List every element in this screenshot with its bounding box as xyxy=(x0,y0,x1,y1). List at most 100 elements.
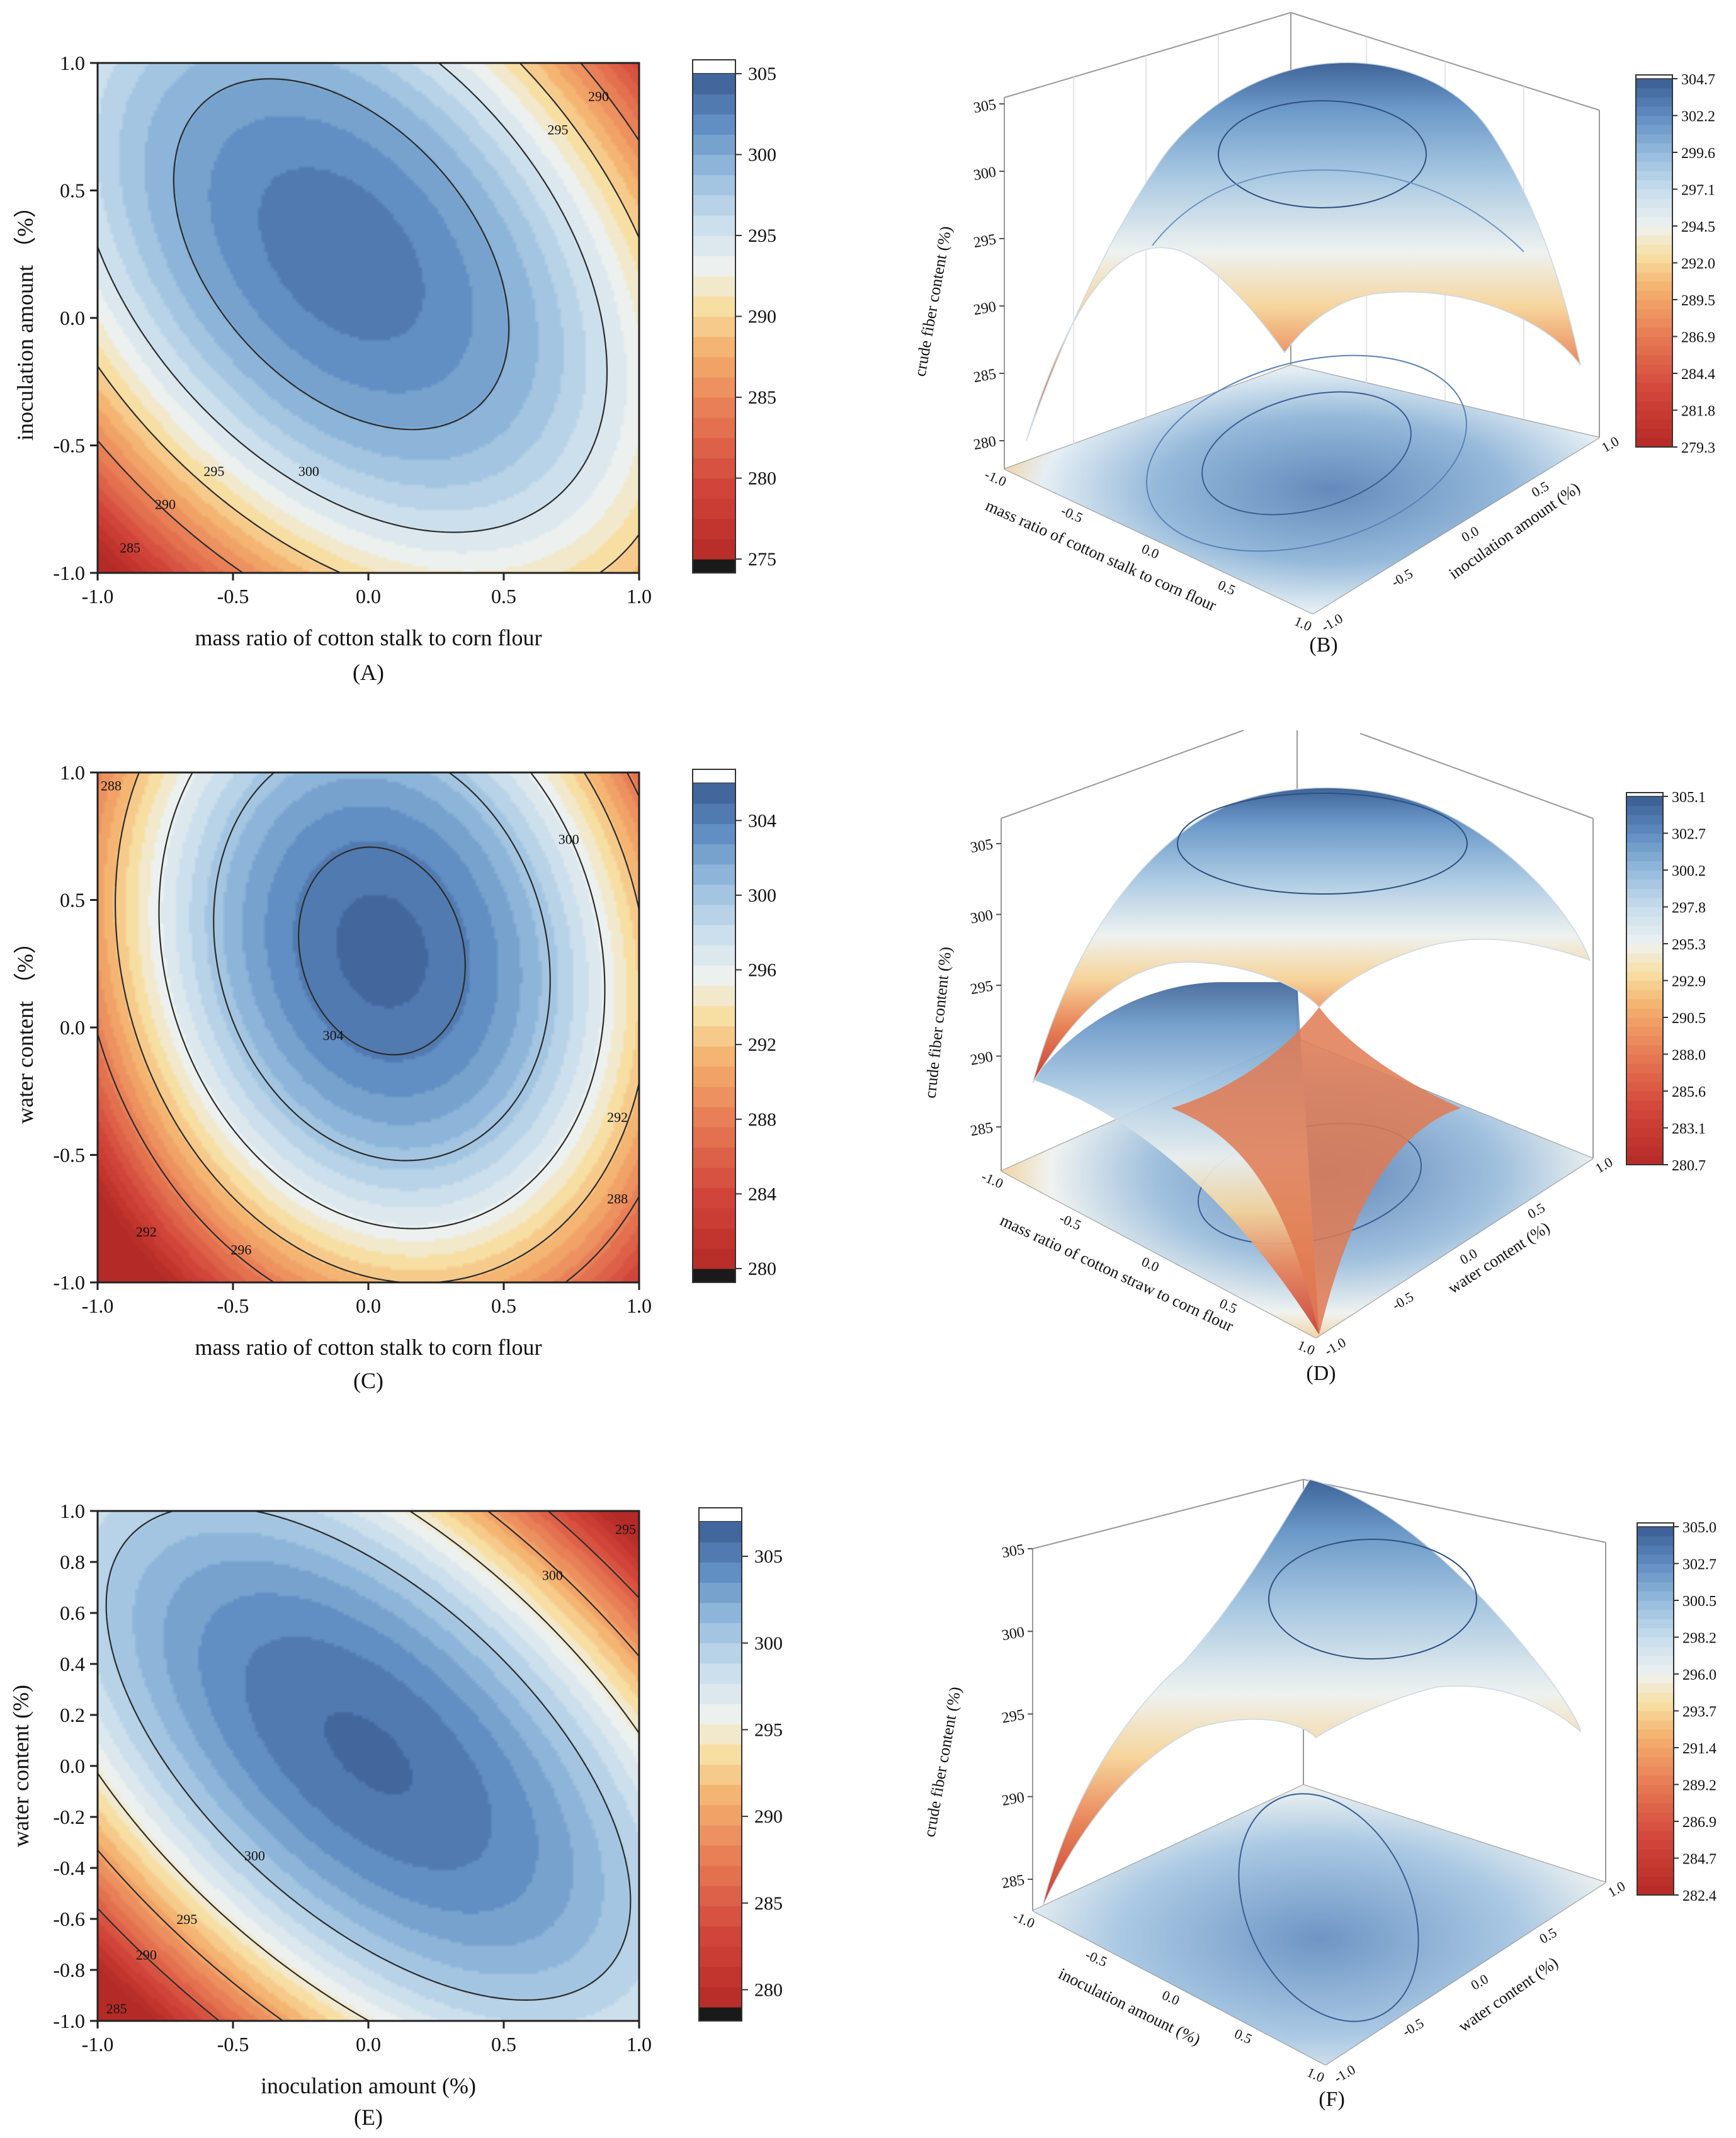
colorbar-band xyxy=(1626,1063,1663,1073)
colorbar-band xyxy=(693,256,735,276)
colorbar-tick-label: 299.6 xyxy=(1681,145,1715,162)
contour-label: 296 xyxy=(230,1242,251,1257)
colorbar-band xyxy=(1636,281,1672,291)
colorbar-band xyxy=(693,965,735,986)
colorbar-tick-label: 300 xyxy=(748,885,776,906)
y-tick-label: 0.0 xyxy=(60,1016,85,1039)
colorbar-band xyxy=(693,458,735,479)
y-tick-label: -0.5 xyxy=(1390,1289,1417,1313)
colorbar-tick-label: 286.9 xyxy=(1682,1814,1716,1831)
z-tick-label: 295 xyxy=(1001,1707,1026,1727)
colorbar-e: 280 285 290 295 300 305 xyxy=(698,1507,783,2022)
contour-label: 300 xyxy=(244,1848,265,1864)
colorbar-band xyxy=(693,1026,735,1047)
colorbar-tick-label: 302.7 xyxy=(1682,1557,1716,1573)
colorbar-band xyxy=(693,478,735,499)
colorbar-band xyxy=(1636,346,1672,356)
colorbar-band xyxy=(693,74,735,94)
colorbar-band xyxy=(1636,79,1672,89)
colorbar-band xyxy=(693,114,735,135)
x-tick-label: 1.0 xyxy=(1295,1337,1317,1359)
colorbar-tick-label: 291.4 xyxy=(1682,1741,1716,1757)
colorbar-tick-label: 289.5 xyxy=(1681,293,1715,309)
colorbar-band xyxy=(699,1663,742,1684)
colorbar-band xyxy=(1636,327,1672,337)
colorbar-tick-label: 295 xyxy=(748,225,776,246)
contour-label: 304 xyxy=(323,1027,344,1043)
z-axis-label-d: crude fiber content (%) xyxy=(921,946,955,1099)
colorbar-band xyxy=(1636,354,1672,365)
colorbar-band xyxy=(1626,962,1663,972)
colorbar-tick-label: 290 xyxy=(748,307,776,327)
colorbar-tick-label: 295 xyxy=(754,1719,783,1740)
colorbar-band xyxy=(1626,1146,1663,1156)
contour-line xyxy=(298,846,466,1056)
colorbar-band xyxy=(1637,1794,1674,1804)
x-tick-label: 0.0 xyxy=(1139,1253,1161,1275)
surface-contour-b xyxy=(1218,100,1427,208)
y-tick-label: -0.6 xyxy=(53,1908,85,1930)
colorbar-band xyxy=(693,215,735,236)
y-tick-label: -0.8 xyxy=(53,1959,85,1981)
x-tick-label: -0.5 xyxy=(217,585,249,608)
colorbar-tick-label: 286.9 xyxy=(1681,330,1715,346)
y-tick-label: 0.2 xyxy=(60,1704,85,1726)
colorbar-band xyxy=(699,1986,742,2008)
colorbar-band xyxy=(1636,263,1672,273)
colorbar-tick-label: 297.1 xyxy=(1681,183,1715,199)
contour-line xyxy=(96,62,608,533)
colorbar-band xyxy=(1636,428,1672,438)
x-tick-label: 0.5 xyxy=(491,2033,516,2056)
colorbar-tick-label: 293.7 xyxy=(1682,1704,1716,1721)
colorbar-tick-label: 305.1 xyxy=(1672,789,1706,806)
colorbar-band xyxy=(1626,1017,1663,1027)
colorbar-band xyxy=(699,1522,742,1542)
colorbar-band xyxy=(1637,1848,1674,1859)
colorbar-c: 280 284 288 292 296 300 304 xyxy=(692,769,776,1283)
y-ticks-c: -1.0 -0.5 0.0 0.5 1.0 xyxy=(53,761,98,1294)
colorbar-band xyxy=(1636,189,1672,199)
colorbar-tick-label: 302.7 xyxy=(1672,827,1706,843)
colorbar-band xyxy=(699,1845,742,1866)
colorbar-band xyxy=(1626,1118,1663,1129)
colorbar-band xyxy=(1636,272,1672,282)
colorbar-band xyxy=(1637,1527,1674,1537)
x-tick-label: -1.0 xyxy=(82,1294,114,1317)
colorbar-band xyxy=(693,376,735,398)
colorbar-band xyxy=(699,1622,742,1644)
colorbar-band xyxy=(1626,1036,1663,1046)
contour-line xyxy=(173,78,510,431)
colorbar-band xyxy=(1626,925,1663,935)
colorbar-tick-label: 280 xyxy=(754,1979,783,2000)
colorbar-band xyxy=(1637,1627,1674,1638)
z-tick-label: 285 xyxy=(972,366,997,386)
colorbar-band xyxy=(1637,1609,1674,1619)
y-tick-label: 0.0 xyxy=(1468,1971,1491,1993)
contour-line xyxy=(158,772,606,1230)
x-ticks-e: -1.0 -0.5 0.0 0.5 1.0 xyxy=(82,2021,652,2056)
colorbar-band xyxy=(693,397,735,418)
colorbar-band xyxy=(1637,1563,1674,1573)
colorbar-band xyxy=(1636,235,1672,245)
surface-contour-f xyxy=(1268,1539,1477,1660)
colorbar-band xyxy=(699,1704,742,1724)
colorbar-band xyxy=(1626,833,1663,843)
colorbar-tick-label: 305 xyxy=(754,1546,783,1567)
colorbar-band xyxy=(693,134,735,156)
colorbar-band xyxy=(1626,1137,1663,1147)
colorbar-band xyxy=(1637,1573,1674,1583)
colorbar-band xyxy=(1637,1536,1674,1546)
colorbar-band xyxy=(1626,980,1663,990)
y-tick-label: 1.0 xyxy=(1599,433,1621,455)
colorbar-band xyxy=(1637,1802,1674,1813)
colorbar-band xyxy=(1636,198,1672,208)
y-tick-label: -1.0 xyxy=(53,1271,85,1294)
z-tick-label: 305 xyxy=(972,96,997,116)
colorbar-tick-label: 300 xyxy=(754,1633,783,1654)
colorbar-band xyxy=(1626,916,1663,926)
colorbar-band xyxy=(693,94,735,115)
colorbar-band xyxy=(699,1643,742,1664)
colorbar-band xyxy=(1636,318,1672,328)
contour-line xyxy=(213,772,551,1162)
colorbar-band xyxy=(1626,953,1663,963)
